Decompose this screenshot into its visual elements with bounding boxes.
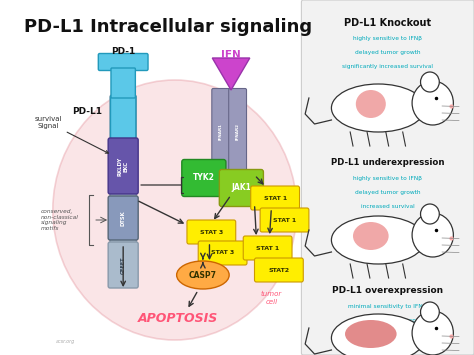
Text: highly sensitive to IFNβ: highly sensitive to IFNβ: [353, 36, 422, 41]
Ellipse shape: [331, 216, 425, 264]
FancyBboxPatch shape: [243, 236, 292, 260]
Circle shape: [420, 72, 439, 92]
Circle shape: [412, 213, 453, 257]
FancyBboxPatch shape: [111, 68, 136, 98]
Ellipse shape: [356, 90, 386, 118]
Text: PD-L1 Intracellular signaling: PD-L1 Intracellular signaling: [24, 18, 312, 36]
Ellipse shape: [53, 80, 297, 340]
Text: IFNAR2: IFNAR2: [236, 124, 240, 141]
Text: PD-L1 Knockout: PD-L1 Knockout: [344, 18, 431, 28]
Text: STAT 3: STAT 3: [200, 229, 223, 235]
Text: CASP7: CASP7: [189, 271, 217, 279]
Text: delayed tumor growth: delayed tumor growth: [355, 50, 420, 55]
Text: STAT 3: STAT 3: [211, 251, 234, 256]
Ellipse shape: [331, 314, 425, 355]
FancyBboxPatch shape: [260, 208, 309, 232]
FancyBboxPatch shape: [98, 54, 148, 71]
Text: PD-1: PD-1: [111, 47, 135, 56]
Ellipse shape: [353, 222, 389, 250]
Text: STAT 1: STAT 1: [264, 196, 287, 201]
Text: STAT 1: STAT 1: [256, 246, 279, 251]
FancyBboxPatch shape: [187, 220, 236, 244]
FancyBboxPatch shape: [108, 242, 138, 288]
Text: IFNAR1: IFNAR1: [219, 124, 223, 141]
FancyBboxPatch shape: [251, 186, 300, 210]
FancyBboxPatch shape: [212, 88, 229, 176]
FancyBboxPatch shape: [108, 196, 138, 240]
Ellipse shape: [177, 261, 229, 289]
FancyBboxPatch shape: [108, 138, 138, 194]
Text: significantly increased survival: significantly increased survival: [342, 64, 433, 69]
Ellipse shape: [331, 84, 425, 132]
Text: PD-L1 overexpression: PD-L1 overexpression: [332, 286, 443, 295]
Text: PD-L1 underexpression: PD-L1 underexpression: [331, 158, 445, 167]
Ellipse shape: [345, 320, 397, 348]
Polygon shape: [212, 58, 250, 90]
Text: STAT2: STAT2: [268, 268, 290, 273]
FancyBboxPatch shape: [110, 95, 136, 138]
FancyBboxPatch shape: [182, 159, 226, 197]
FancyBboxPatch shape: [228, 88, 246, 176]
Circle shape: [420, 302, 439, 322]
Text: increased survival: increased survival: [361, 204, 415, 209]
FancyBboxPatch shape: [301, 0, 474, 355]
Text: tumor
cell: tumor cell: [261, 291, 282, 305]
FancyBboxPatch shape: [110, 95, 137, 274]
Text: IFN: IFN: [221, 50, 241, 60]
FancyBboxPatch shape: [255, 258, 303, 282]
Text: DTSK: DTSK: [121, 210, 126, 226]
Text: uncontrolled tumor growth: uncontrolled tumor growth: [348, 318, 427, 323]
Text: TYK2: TYK2: [193, 174, 215, 182]
Text: GFEET: GFEET: [121, 256, 126, 274]
Text: STAT 1: STAT 1: [273, 218, 296, 223]
Text: survival
Signal: survival Signal: [35, 116, 109, 153]
Circle shape: [420, 204, 439, 224]
FancyBboxPatch shape: [198, 241, 247, 265]
Circle shape: [412, 311, 453, 355]
Text: PD-L1: PD-L1: [73, 108, 102, 116]
Text: highly sensitive to IFNβ: highly sensitive to IFNβ: [353, 176, 422, 181]
Text: conserved,
non-classical
signaling
motifs: conserved, non-classical signaling motif…: [41, 209, 79, 231]
Circle shape: [412, 81, 453, 125]
Text: RKLDY
EKC: RKLDY EKC: [118, 156, 128, 176]
Text: APOPTOSIS: APOPTOSIS: [137, 311, 218, 324]
Text: delayed tumor growth: delayed tumor growth: [355, 190, 420, 195]
Text: acsr.org: acsr.org: [55, 339, 75, 344]
FancyBboxPatch shape: [219, 169, 264, 207]
Text: minimal sensitivity to IFNβ: minimal sensitivity to IFNβ: [348, 304, 427, 309]
Text: JAK1: JAK1: [231, 184, 251, 192]
